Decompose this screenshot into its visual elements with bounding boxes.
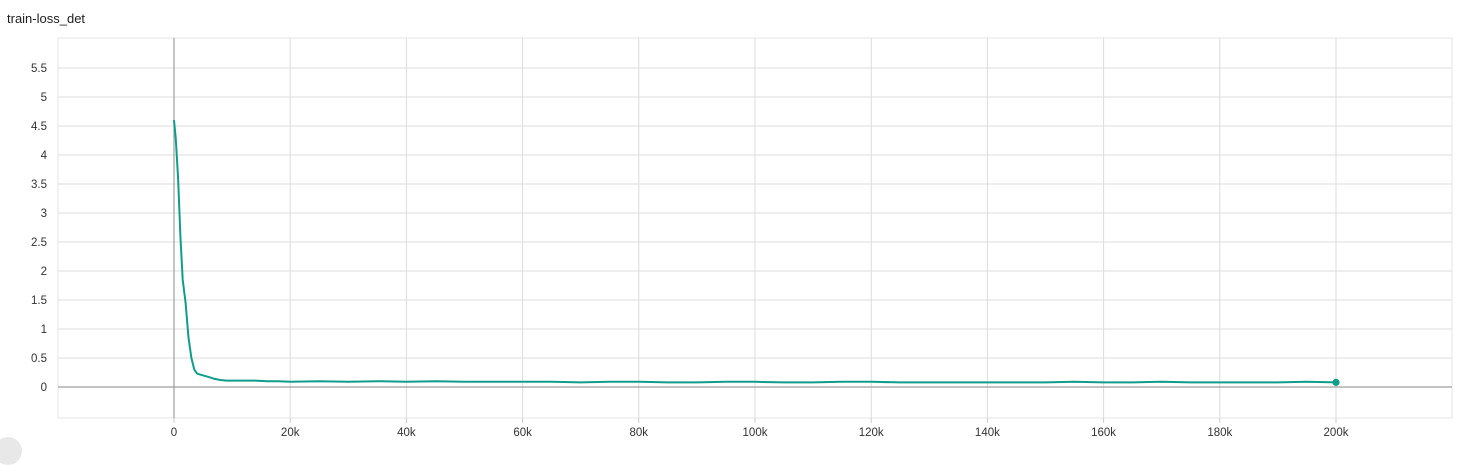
x-tick-label: 120k [859, 427, 884, 439]
y-tick-label: 1 [41, 324, 47, 336]
x-tick-label: 60k [513, 427, 532, 439]
x-tick-label: 200k [1324, 427, 1349, 439]
y-tick-label: 5.5 [31, 63, 47, 75]
x-tick-labels: 0 20k 40k 60k 80k 100k 120k 140k 160k 180k 200k [171, 427, 1349, 439]
y-tick-label: 0 [41, 382, 47, 394]
corner-badge [0, 437, 22, 465]
chart-title: train-loss_det [7, 11, 86, 26]
series-layer [173, 120, 1340, 386]
y-tick-label: 3.5 [31, 179, 47, 191]
x-tick-label: 180k [1207, 427, 1232, 439]
grid-lines [58, 38, 1452, 423]
series-line [173, 120, 1337, 384]
x-tick-label: 140k [975, 427, 1000, 439]
axes [58, 38, 1452, 418]
y-tick-label: 2 [41, 266, 47, 278]
series-last-point [1332, 378, 1340, 386]
x-tick-label: 40k [397, 427, 416, 439]
x-tick-label: 0 [171, 427, 177, 439]
y-tick-label: 0.5 [31, 353, 47, 365]
y-tick-label: 4.5 [31, 121, 47, 133]
y-tick-label: 1.5 [31, 295, 47, 307]
y-tick-label: 5 [41, 92, 47, 104]
y-tick-label: 2.5 [31, 237, 47, 249]
y-tick-label: 4 [41, 150, 48, 162]
x-tick-label: 100k [743, 427, 768, 439]
y-tick-labels: 0 0.5 1 1.5 2 2.5 3 3.5 4 4.5 5 5.5 [31, 63, 48, 394]
x-tick-label: 20k [281, 427, 300, 439]
y-tick-label: 3 [41, 208, 47, 220]
chart-plot: 0 0.5 1 1.5 2 2.5 3 3.5 4 4.5 5 5.5 0 20k 40k 60k 80k 10… [31, 37, 1453, 439]
x-tick-label: 80k [630, 427, 649, 439]
x-tick-label: 160k [1091, 427, 1116, 439]
